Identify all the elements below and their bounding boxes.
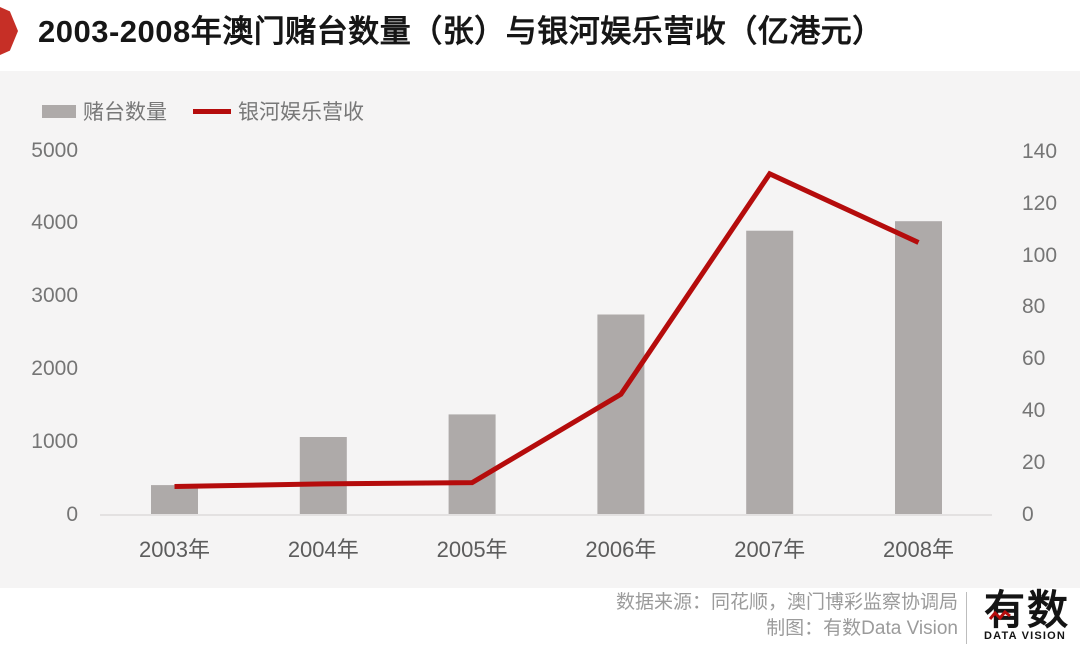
y-axis-right-tick: 120 [1022,191,1058,215]
y-axis-right-tick: 20 [1022,451,1046,475]
y-axis-right-tick: 60 [1022,347,1046,371]
legend: 赌台数量 银河娱乐营收 [42,96,364,126]
y-axis-right-tick: 140 [1022,139,1058,163]
bar-2003年 [151,485,198,515]
brand-logo: 有数 DATA VISION [984,588,1076,642]
y-axis-left-tick: 1000 [31,430,78,454]
legend-label-revenue: 银河娱乐营收 [238,101,364,124]
y-axis-left-tick: 4000 [31,211,78,235]
y-axis-left-tick: 5000 [31,138,78,162]
y-axis-left-tick: 0 [66,503,78,526]
revenue-line [174,170,920,489]
credit-text: 制图：有数Data Vision [766,618,958,639]
x-axis-label-2007年: 2007年 [734,537,806,562]
y-axis-left-tick: 3000 [31,284,78,308]
logo-subtext: DATA VISION [984,630,1067,642]
logo-zigzag-icon [989,610,1011,621]
bar-2004年 [299,437,347,515]
y-axis-right-tick: 40 [1022,399,1046,423]
bar-2006年 [597,314,645,515]
footer-divider [966,592,967,644]
logo-text: 有数 [984,587,1070,633]
line-swatch-icon [193,108,231,114]
plot-canvas [100,170,992,516]
x-axis-label-2008年: 2008年 [883,537,954,562]
header: 2003-2008年澳门赌台数量（张）与银河娱乐营收（亿港元） [0,0,1080,71]
x-axis-label-2004年: 2004年 [287,537,359,562]
legend-item-tables: 赌台数量 [42,96,167,126]
legend-item-revenue: 银河娱乐营收 [167,96,364,126]
y-axis-right-tick: 80 [1022,295,1046,319]
bar-2008年 [895,221,942,515]
x-axis-label-2006年: 2006年 [585,537,657,562]
bar-2005年 [448,414,496,515]
source-block: 数据来源：同花顺，澳门博彩监察协调局 制图：有数Data Vision [616,590,958,642]
bar-swatch-icon [42,104,76,118]
legend-label-tables: 赌台数量 [83,101,167,124]
footer: 数据来源：同花顺，澳门博彩监察协调局 制图：有数Data Vision 有数 D… [0,588,1080,649]
bar-2007年 [746,230,794,515]
x-axis-label-2003年: 2003年 [139,537,210,562]
data-source-text: 数据来源：同花顺，澳门博彩监察协调局 [615,592,958,613]
chart-title: 2003-2008年澳门赌台数量（张）与银河娱乐营收（亿港元） [38,14,884,49]
x-axis-label-2005年: 2005年 [436,537,508,562]
y-axis-right-tick: 0 [1022,503,1034,526]
y-axis-left-tick: 2000 [31,357,78,381]
y-axis-right-tick: 100 [1022,243,1058,267]
chart-area: 赌台数量 银河娱乐营收 5000 4000 3000 2000 1000 0 140 120 1… [0,71,1080,588]
title-ribbon-icon [0,7,18,55]
